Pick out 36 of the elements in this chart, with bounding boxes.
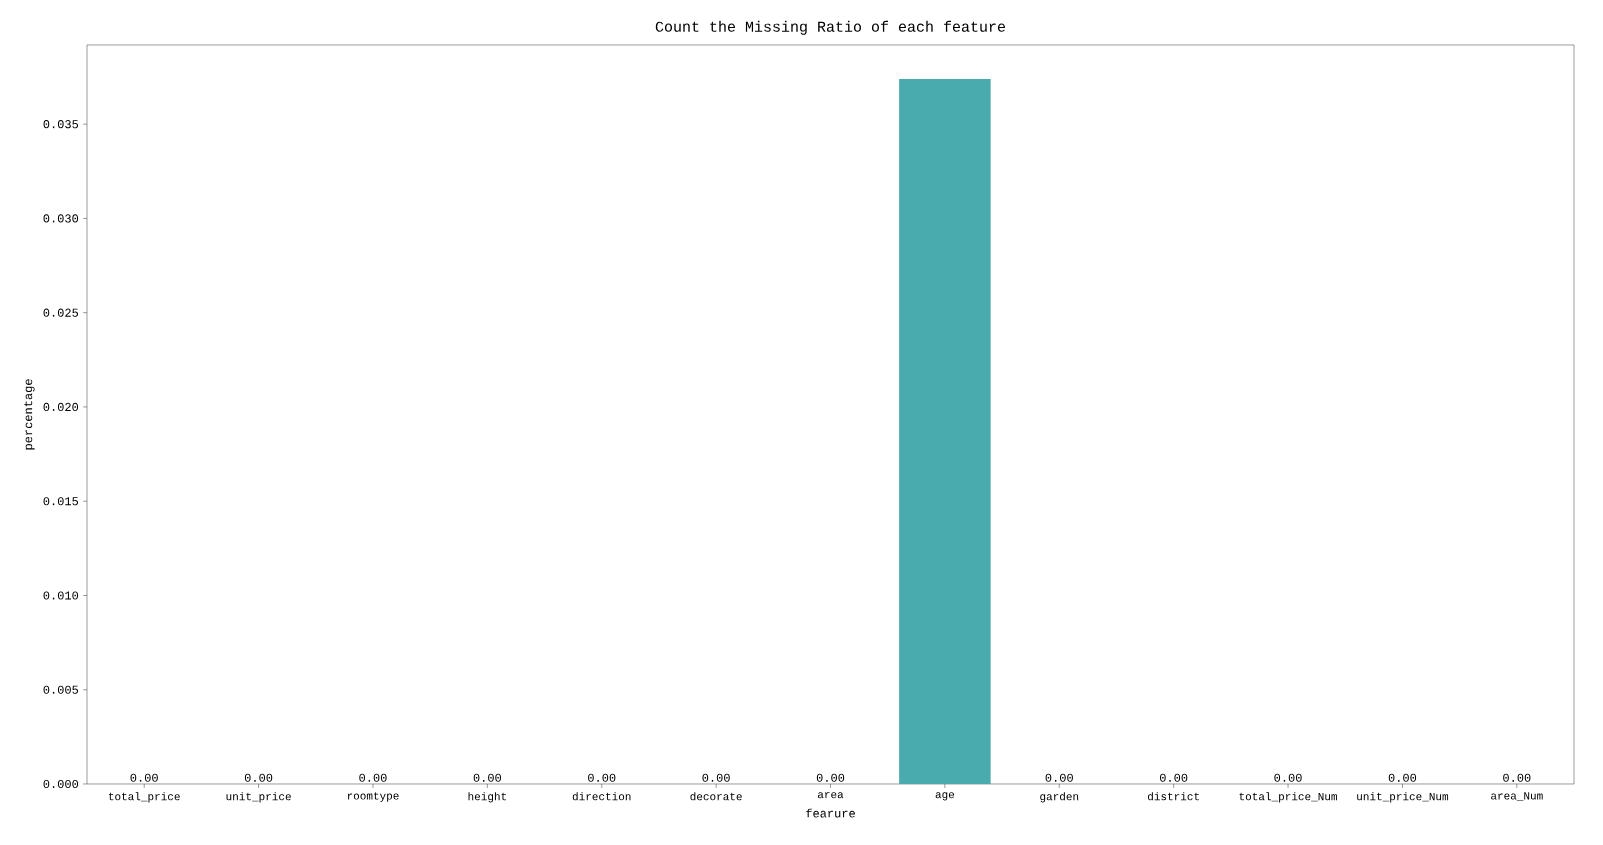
data-label: 0.00 <box>816 773 845 782</box>
y-tick-label: 0.015 <box>43 497 79 506</box>
data-label: 0.00 <box>1388 773 1417 782</box>
x-tick-label: unit_price <box>226 792 291 803</box>
y-tick-label: 0.010 <box>43 591 79 600</box>
data-label: 0.00 <box>588 773 616 782</box>
y-tick-label: 0.035 <box>43 120 79 129</box>
data-label: 0.00 <box>130 773 158 782</box>
y-axis-title: percentage <box>24 379 35 450</box>
chart-title: Count the Missing Ratio of each feature <box>655 20 1005 35</box>
x-tick-label: age <box>935 792 955 801</box>
x-tick-label: direction <box>572 792 631 801</box>
x-tick-label: roomtype <box>347 792 399 802</box>
data-label: 0.00 <box>244 773 273 782</box>
y-tick-label: 0.030 <box>43 214 79 223</box>
x-tick-label: decorate <box>690 792 742 801</box>
x-tick-label: height <box>468 792 507 803</box>
data-label: 0.00 <box>702 773 730 782</box>
x-tick-label: district <box>1148 792 1199 801</box>
data-label: 0.00 <box>1045 773 1073 782</box>
y-tick-label: 0.020 <box>43 402 79 412</box>
data-label: 0.00 <box>1159 773 1188 782</box>
x-tick-label: area <box>818 792 844 799</box>
x-tick-label: total_price <box>108 792 180 803</box>
y-tick-label: 0.005 <box>43 685 79 694</box>
x-tick-label: unit_price_Num <box>1357 792 1449 803</box>
y-tick-label: 0.025 <box>43 308 79 317</box>
x-tick-label: area_Num <box>1491 792 1543 801</box>
x-axis-title: fearure <box>806 808 855 818</box>
data-label: 0.00 <box>359 773 387 782</box>
data-label: 0.00 <box>1274 773 1302 782</box>
x-tick-label: total_price_Num <box>1239 792 1337 803</box>
data-label: 0.00 <box>473 773 502 782</box>
y-tick-label: 0.000 <box>43 779 79 789</box>
x-tick-label: garden <box>1040 792 1079 803</box>
data-label: 0.00 <box>1503 773 1531 782</box>
